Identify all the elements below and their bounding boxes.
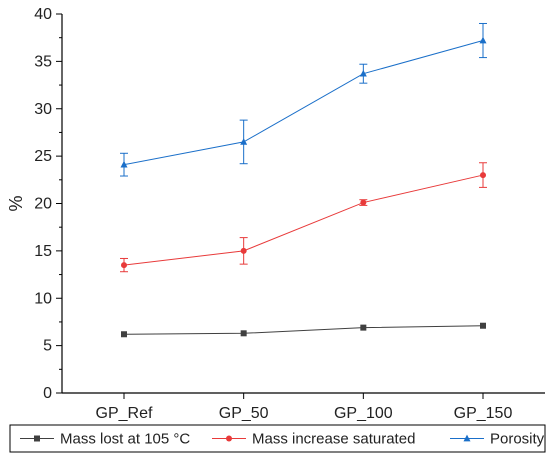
x-tick-label: GP_Ref bbox=[96, 405, 153, 422]
y-tick-label: 25 bbox=[34, 148, 52, 165]
chart-axes bbox=[56, 13, 545, 399]
data-point bbox=[480, 172, 486, 179]
data-point bbox=[240, 138, 248, 145]
legend-label: Mass lost at 105 °C bbox=[60, 431, 190, 448]
data-point bbox=[240, 247, 247, 254]
y-tick-label: 10 bbox=[34, 290, 52, 307]
y-tick-label: 40 bbox=[34, 6, 52, 23]
series-2 bbox=[120, 22, 487, 177]
x-tick-labels: GP_Ref GP_50 GP_100 GP_150 bbox=[96, 405, 513, 422]
y-tick-labels: 0 5 10 15 20 25 30 35 40 bbox=[34, 6, 52, 402]
data-point bbox=[121, 262, 127, 269]
data-point bbox=[121, 331, 127, 338]
data-point bbox=[479, 36, 487, 44]
data-point bbox=[240, 330, 247, 337]
legend-entry: Mass increase saturated bbox=[212, 431, 415, 448]
series-1 bbox=[120, 162, 487, 273]
y-tick-label: 15 bbox=[34, 243, 52, 260]
legend-marker bbox=[226, 435, 232, 442]
legend-marker bbox=[463, 434, 471, 442]
data-point bbox=[120, 160, 128, 168]
y-tick-label: 5 bbox=[43, 338, 52, 355]
x-tick-label: GP_150 bbox=[454, 405, 513, 422]
data-point bbox=[359, 69, 367, 77]
y-tick-label: 0 bbox=[43, 385, 52, 402]
series-line bbox=[123, 325, 484, 335]
y-tick-label: 35 bbox=[34, 53, 52, 70]
x-tick-label: GP_50 bbox=[219, 405, 269, 422]
y-tick-label: 30 bbox=[34, 101, 52, 118]
y-axis-title: % bbox=[6, 195, 26, 211]
legend-label: Mass increase saturated bbox=[252, 431, 415, 448]
legend: Mass lost at 105 °C Mass increase saturat… bbox=[9, 424, 546, 453]
series-line bbox=[123, 174, 484, 266]
data-point bbox=[360, 199, 367, 206]
data-point bbox=[360, 324, 367, 331]
x-tick-label: GP_100 bbox=[334, 405, 393, 422]
data-point bbox=[480, 322, 486, 329]
series-layer bbox=[120, 22, 487, 338]
legend-marker bbox=[34, 435, 40, 442]
legend-entry: Porosity bbox=[450, 431, 545, 448]
series-line bbox=[123, 40, 484, 166]
legend-entry: Mass lost at 105 °C bbox=[20, 431, 190, 448]
y-tick-label: 20 bbox=[34, 196, 52, 213]
legend-label: Porosity bbox=[490, 431, 545, 448]
series-0 bbox=[121, 322, 486, 338]
